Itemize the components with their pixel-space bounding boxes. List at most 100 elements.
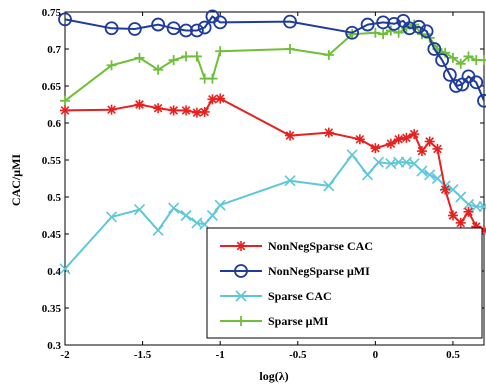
- y-tick-label: 0.5: [47, 192, 61, 204]
- data-point: [372, 156, 385, 168]
- data-point: [104, 21, 119, 36]
- legend-label: Sparse CAC: [268, 289, 332, 303]
- series-2: [58, 9, 486, 108]
- data-point: [190, 23, 204, 38]
- y-tick-label: 0.3: [47, 340, 61, 352]
- y-tick-label: 0.7: [47, 44, 61, 56]
- data-point: [207, 73, 218, 84]
- data-point: [346, 149, 358, 161]
- data-point: [153, 103, 164, 114]
- legend-entry-3: Sparse CAC: [220, 289, 332, 303]
- y-tick-label: 0.6: [47, 118, 61, 130]
- data-point: [152, 224, 164, 236]
- data-point: [199, 106, 210, 117]
- series-line: [64, 153, 484, 270]
- legend: NonNegSparse CAC NonNegSparse μMI Sparse C…: [206, 227, 483, 339]
- data-point: [385, 138, 396, 149]
- data-point: [323, 127, 334, 138]
- x-axis-label: log(λ): [259, 369, 288, 383]
- x-tick-label: -1: [216, 349, 225, 361]
- data-point: [424, 136, 435, 147]
- data-point: [416, 146, 427, 157]
- data-point: [105, 211, 118, 223]
- legend-label: NonNegSparse CAC: [268, 239, 373, 253]
- data-point: [360, 17, 375, 32]
- data-point: [401, 132, 412, 143]
- data-point: [168, 55, 179, 66]
- data-point: [463, 206, 474, 217]
- data-point: [133, 204, 146, 216]
- data-point: [60, 105, 70, 116]
- data-point: [284, 175, 296, 187]
- data-point: [469, 75, 484, 90]
- data-point: [181, 51, 192, 62]
- series-layer: [58, 9, 486, 275]
- data-point: [323, 49, 334, 60]
- data-point: [370, 143, 381, 154]
- data-point: [58, 12, 72, 27]
- legend-marker: [235, 290, 247, 302]
- data-point: [362, 169, 374, 181]
- series-1: [60, 93, 486, 236]
- data-point: [180, 209, 192, 222]
- x-tick-label: -1.5: [134, 349, 152, 361]
- data-point: [447, 210, 458, 221]
- data-point: [215, 93, 226, 104]
- data-point: [449, 79, 463, 93]
- data-point: [168, 105, 179, 116]
- data-point: [283, 14, 297, 29]
- x-tick-label: -2: [60, 349, 70, 361]
- data-point: [285, 44, 296, 54]
- x-tick-label: 0.5: [446, 349, 460, 361]
- data-point: [179, 23, 193, 38]
- series-line: [64, 15, 485, 102]
- data-point: [393, 27, 404, 38]
- data-point: [60, 95, 70, 106]
- data-point: [455, 217, 466, 228]
- data-point: [345, 25, 359, 40]
- legend-marker: [234, 264, 248, 278]
- data-point: [59, 263, 71, 275]
- x-tick-label: -0.5: [289, 349, 307, 361]
- data-point: [432, 143, 443, 154]
- data-point: [393, 134, 404, 145]
- data-point: [387, 16, 401, 31]
- data-point: [134, 99, 145, 110]
- data-point: [168, 202, 180, 214]
- data-point: [127, 22, 142, 36]
- y-tick-label: 0.45: [42, 229, 62, 241]
- data-point: [134, 52, 145, 63]
- axis-ticks: -2 -1.5 -1 -0.5 0 0.5 0.3 0.35 0.4 0.45 0.5 0.55 0.6…: [42, 7, 484, 361]
- data-point: [424, 169, 436, 181]
- y-tick-label: 0.65: [42, 81, 62, 93]
- legend-entry-1: NonNegSparse CAC: [220, 239, 373, 253]
- legend-label: Sparse μMI: [268, 314, 329, 328]
- data-point: [435, 53, 450, 67]
- data-point: [402, 21, 417, 36]
- x-tick-label: 0: [373, 349, 379, 361]
- data-point: [191, 51, 202, 62]
- data-point: [455, 58, 466, 69]
- data-point: [419, 24, 434, 39]
- data-point: [206, 209, 218, 222]
- data-point: [197, 20, 212, 35]
- data-point: [181, 105, 192, 116]
- data-point: [106, 104, 117, 115]
- data-point: [447, 52, 458, 63]
- data-point: [376, 15, 391, 30]
- data-point: [285, 130, 296, 141]
- y-tick-label: 0.35: [42, 303, 62, 315]
- data-point: [354, 134, 365, 145]
- data-point: [323, 180, 335, 192]
- data-point: [347, 29, 358, 40]
- legend-entry-4: Sparse μMI: [220, 314, 329, 328]
- data-point: [214, 199, 226, 211]
- data-point: [213, 15, 228, 30]
- data-point: [427, 42, 442, 56]
- data-point: [191, 107, 202, 118]
- data-point: [106, 60, 117, 71]
- data-point: [477, 93, 486, 108]
- legend-label: NonNegSparse μMI: [268, 264, 370, 278]
- data-point: [409, 129, 420, 140]
